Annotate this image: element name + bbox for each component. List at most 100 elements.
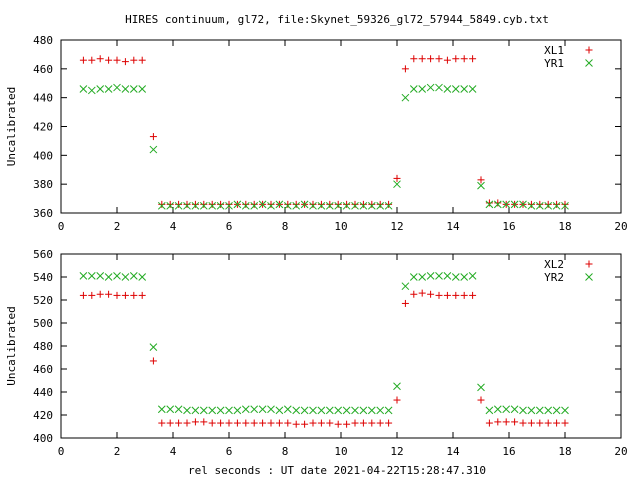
data-point-d2	[426, 83, 435, 92]
data-point	[510, 200, 519, 209]
data-point	[191, 406, 200, 415]
data-point	[342, 201, 351, 210]
data-point-d2	[157, 201, 166, 210]
data-point	[553, 419, 561, 427]
x-tick-label: 8	[282, 445, 289, 458]
data-point	[233, 406, 242, 415]
data-point	[216, 201, 225, 210]
data-point	[138, 291, 146, 299]
data-point	[191, 200, 199, 208]
data-point-d2	[477, 181, 485, 190]
data-point-d2	[113, 83, 121, 92]
data-point	[113, 271, 121, 280]
y-tick-label: 420	[33, 409, 53, 422]
x-tick-label: 6	[226, 220, 233, 233]
data-point-d2	[376, 201, 385, 210]
data-point-d2	[138, 85, 147, 93]
data-point	[96, 55, 104, 63]
data-point	[334, 406, 343, 415]
data-point	[96, 271, 105, 280]
data-point-d2	[477, 383, 485, 392]
data-point	[519, 419, 527, 427]
data-point	[561, 406, 569, 415]
data-point	[334, 420, 342, 428]
data-point-d2	[267, 405, 275, 414]
data-point	[359, 406, 368, 415]
data-point	[443, 85, 452, 93]
data-point	[435, 83, 443, 92]
data-point-d2	[216, 201, 225, 210]
data-point	[367, 406, 376, 415]
data-point-d2	[208, 406, 217, 415]
data-point-d2	[552, 406, 561, 415]
data-point	[267, 405, 275, 414]
data-point-d2	[275, 200, 284, 209]
data-point-d2	[544, 406, 553, 415]
data-point	[427, 290, 435, 298]
data-point	[460, 85, 469, 93]
data-point	[351, 406, 359, 415]
x-tick-label: 18	[558, 220, 571, 233]
data-point	[552, 201, 561, 210]
data-point	[130, 56, 138, 64]
data-point-d2	[544, 201, 553, 210]
y-tick-label: 560	[33, 248, 53, 261]
data-point-d2	[183, 406, 191, 415]
data-point	[367, 201, 376, 210]
data-point-d2	[325, 201, 334, 210]
data-point	[96, 85, 105, 93]
data-point	[343, 200, 351, 208]
data-point	[418, 55, 426, 63]
data-point	[183, 201, 191, 210]
data-point	[284, 419, 292, 427]
data-point	[527, 419, 535, 427]
data-point-d2	[493, 405, 502, 414]
data-point-d2	[233, 406, 242, 415]
data-point	[553, 200, 561, 208]
data-point	[426, 83, 435, 92]
data-point	[409, 85, 418, 93]
data-point	[275, 406, 284, 415]
data-point	[166, 200, 174, 208]
x-tick-label: 12	[390, 445, 403, 458]
data-point-d2	[552, 201, 561, 210]
data-point	[183, 200, 191, 208]
data-point	[217, 200, 225, 208]
data-point	[527, 406, 536, 415]
data-point	[343, 420, 351, 428]
data-point	[393, 174, 401, 182]
data-point-d2	[241, 405, 250, 414]
data-point	[443, 271, 452, 280]
data-point	[208, 419, 216, 427]
data-point	[121, 291, 129, 299]
y-axis-label: Uncalibrated	[5, 306, 18, 385]
series-yr2	[79, 271, 569, 415]
data-point	[410, 290, 418, 298]
y-tick-label: 500	[33, 317, 53, 330]
data-point	[469, 55, 477, 63]
data-point-d2	[535, 201, 544, 210]
data-point	[300, 406, 309, 415]
data-point	[443, 291, 451, 299]
data-point-d2	[183, 201, 191, 210]
data-point-d2	[460, 273, 469, 281]
data-point	[418, 273, 427, 281]
data-point	[536, 200, 544, 208]
data-point-d2	[87, 86, 96, 95]
data-point-d2	[334, 406, 343, 415]
data-point-d2	[258, 200, 267, 209]
data-point	[183, 406, 191, 415]
data-point	[544, 419, 552, 427]
data-point	[79, 85, 88, 93]
y-tick-label: 360	[33, 207, 53, 220]
x-tick-label: 20	[614, 445, 627, 458]
data-point-d2	[519, 200, 527, 209]
x-tick-label: 12	[390, 220, 403, 233]
data-point	[250, 405, 259, 414]
data-point-d2	[104, 273, 113, 281]
data-point-d2	[87, 271, 96, 280]
data-point	[401, 65, 409, 73]
data-point	[477, 396, 485, 404]
data-point	[199, 201, 208, 210]
data-point	[393, 180, 401, 189]
